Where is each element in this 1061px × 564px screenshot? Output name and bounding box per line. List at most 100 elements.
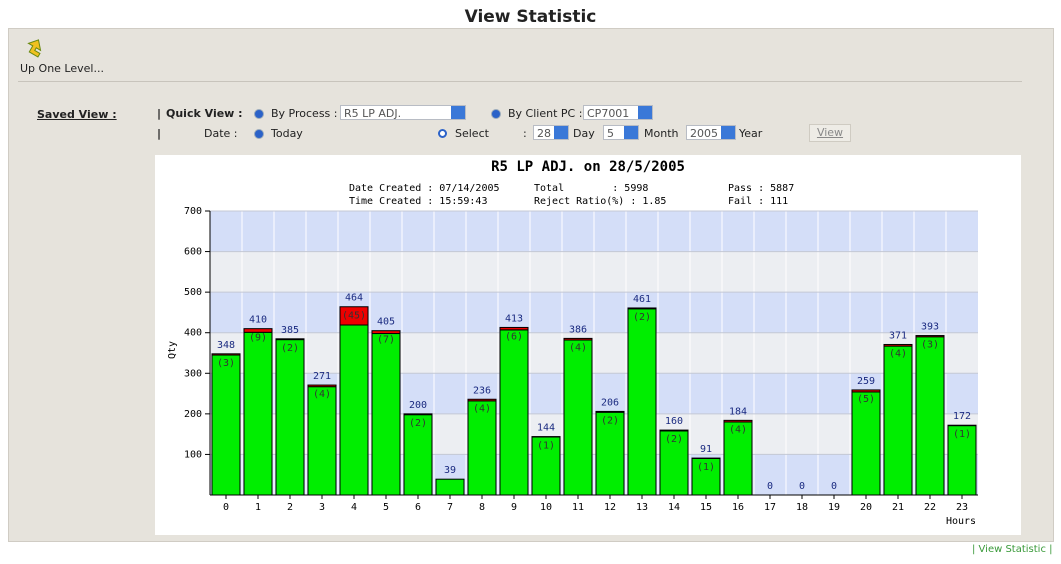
year-label: Year [739, 127, 763, 140]
reject-label: (2) [409, 418, 427, 429]
x-tick-label: 8 [479, 502, 485, 513]
total-label: 144 [537, 423, 555, 434]
bar-segment [915, 335, 945, 338]
bar-segment [307, 386, 337, 496]
up-link[interactable]: Up One Level... [20, 62, 104, 75]
x-tick-label: 20 [860, 502, 872, 513]
up-icon[interactable] [24, 34, 46, 58]
total-label: 371 [889, 330, 907, 341]
footer-link[interactable]: | View Statistic | [972, 544, 1053, 555]
chart-info: Total : 5998 [534, 183, 648, 194]
total-label: 348 [217, 340, 235, 351]
saved-view[interactable]: Saved View : [37, 108, 117, 121]
day-select[interactable]: 28 [533, 125, 569, 140]
chart-info: Fail : 111 [728, 196, 788, 207]
chart-info: Reject Ratio(%) : 1.85 [534, 196, 666, 207]
bar-segment [275, 339, 305, 496]
x-tick-label: 1 [255, 502, 261, 513]
reject-label: (2) [665, 434, 683, 445]
total-label: 464 [345, 293, 363, 304]
total-label: 386 [569, 324, 587, 335]
reject-label: (2) [601, 415, 619, 426]
bar-segment [403, 414, 433, 496]
total-label: 393 [921, 322, 939, 333]
reject-label: (1) [953, 429, 971, 440]
bar-segment [339, 306, 369, 326]
x-axis-label: Hours [946, 516, 976, 527]
bar-segment [595, 410, 625, 413]
total-label: 410 [249, 315, 267, 326]
bar-segment [851, 391, 881, 496]
x-tick-label: 19 [828, 502, 840, 513]
total-label: 200 [409, 400, 427, 411]
bar-segment [499, 329, 529, 496]
year-select[interactable]: 2005 [686, 125, 736, 140]
x-tick-label: 7 [447, 502, 453, 513]
y-tick-label: 700 [184, 206, 202, 217]
bar-segment [851, 389, 881, 393]
x-tick-label: 11 [572, 502, 584, 513]
bar-segment [467, 400, 497, 496]
date-label: Date : [204, 127, 238, 140]
bar-segment [659, 429, 689, 432]
total-label: 271 [313, 371, 331, 382]
bar-segment [723, 419, 753, 423]
x-tick-label: 10 [540, 502, 552, 513]
month-select[interactable]: 5 [603, 125, 639, 140]
reject-label: (4) [569, 342, 587, 353]
x-tick-label: 22 [924, 502, 936, 513]
month-label: Month [644, 127, 679, 140]
day-label: Day [573, 127, 595, 140]
y-tick-label: 400 [184, 328, 202, 339]
total-label: 0 [767, 481, 773, 492]
total-label: 385 [281, 325, 299, 336]
reject-label: (4) [729, 424, 747, 435]
separator: | [157, 127, 162, 140]
page-title: View Statistic [464, 7, 597, 27]
reject-label: (2) [633, 312, 651, 323]
y-tick-label: 500 [184, 287, 202, 298]
x-tick-label: 0 [223, 502, 229, 513]
y-tick-label: 200 [184, 409, 202, 420]
bar-segment [563, 339, 593, 496]
select-arrow [638, 106, 652, 119]
total-label: 206 [601, 397, 619, 408]
select-arrow [554, 126, 568, 139]
radio[interactable] [491, 109, 501, 119]
bar-segment [275, 338, 305, 341]
by-client-label: By Client PC : [508, 107, 583, 120]
select-value: R5 LP ADJ. [344, 107, 402, 120]
divider [18, 81, 1022, 82]
client-select[interactable]: CP7001 [583, 105, 653, 120]
total-label: 172 [953, 411, 971, 422]
chart-info: Date Created : 07/14/2005 [349, 183, 500, 194]
reject-label: (1) [537, 441, 555, 452]
y-axis-label: Qty [167, 341, 178, 359]
separator: | [157, 107, 162, 120]
bar-segment [627, 308, 657, 496]
view-button[interactable]: View [809, 124, 851, 142]
reject-label: (9) [249, 333, 267, 344]
reject-label: (1) [697, 462, 715, 473]
x-tick-label: 23 [956, 502, 968, 513]
chart-info: Time Created : 15:59:43 [349, 196, 487, 207]
bar-segment [307, 384, 337, 388]
x-tick-label: 12 [604, 502, 616, 513]
chart-info: Pass : 5887 [728, 183, 794, 194]
radio[interactable] [438, 129, 447, 138]
radio[interactable] [254, 129, 264, 139]
reject-label: (45) [342, 311, 366, 322]
x-tick-label: 3 [319, 502, 325, 513]
bar-segment [883, 345, 913, 496]
total-label: 405 [377, 317, 395, 328]
total-label: 91 [700, 444, 712, 455]
process-select[interactable]: R5 LP ADJ. [340, 105, 466, 120]
x-tick-label: 18 [796, 502, 808, 513]
reject-label: (3) [217, 358, 235, 369]
x-tick-label: 5 [383, 502, 389, 513]
total-label: 184 [729, 406, 747, 417]
bar-segment [211, 353, 241, 356]
reject-label: (5) [857, 394, 875, 405]
radio[interactable] [254, 109, 264, 119]
colon: : [523, 127, 527, 140]
